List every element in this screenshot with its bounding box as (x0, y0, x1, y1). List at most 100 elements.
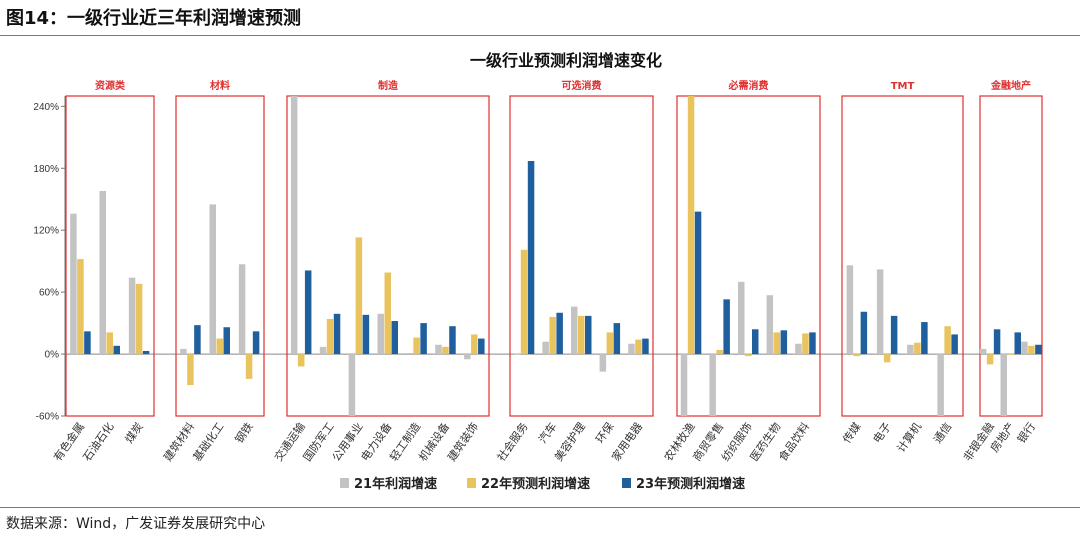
legend-swatch (467, 478, 476, 488)
bar (723, 299, 730, 355)
bar (883, 354, 891, 363)
group-box (676, 95, 821, 417)
industry-groups: 资源类 材料 制造 可选消费 必需消费 TMT 金融地产 (65, 79, 1043, 417)
legend-label: 22年预测利润增速 (481, 476, 590, 492)
bar (70, 213, 77, 355)
group-box (65, 95, 155, 417)
group-box (509, 95, 654, 417)
y-tick-label: 60% (39, 288, 59, 299)
category-label: 电子 (871, 420, 894, 445)
bar (194, 325, 201, 355)
bar (1014, 332, 1021, 355)
bar (216, 338, 223, 355)
bar (876, 269, 884, 355)
bar (413, 337, 420, 355)
category-label: 计算机 (894, 420, 924, 455)
y-tick-label: 120% (33, 226, 59, 237)
bar (993, 329, 1001, 355)
group-label: 材料 (210, 79, 230, 92)
bar (513, 354, 521, 355)
legend: 21年利润增速 22年预测利润增速 23年预测利润增速 (340, 476, 745, 492)
group-box (286, 95, 490, 417)
bar (802, 333, 809, 355)
bar-chart: 一级行业预测利润增速变化 240% 180% 120% 60% 0% -60% 资源类 材料… (33, 51, 1043, 492)
y-tick-label: 240% (33, 102, 59, 113)
bar (1035, 344, 1042, 355)
bar (738, 281, 745, 355)
bar (245, 354, 253, 379)
bar (937, 354, 944, 416)
bar (527, 161, 535, 355)
y-axis: 240% 180% 120% 60% 0% -60% (33, 96, 1042, 423)
bar (391, 321, 398, 355)
bar (780, 330, 788, 355)
bar (921, 322, 928, 355)
bar (795, 343, 802, 355)
bar (680, 354, 688, 416)
group-label: 金融地产 (990, 79, 1031, 92)
category-label: 社会服务 (494, 420, 531, 464)
bar (860, 311, 868, 355)
bar (442, 346, 449, 355)
bar (520, 249, 528, 355)
bar (304, 270, 312, 355)
bar (542, 341, 549, 355)
category-label: 通信 (931, 420, 954, 445)
bar (209, 204, 216, 355)
bar (297, 354, 305, 367)
bar (128, 277, 136, 355)
bar (853, 354, 861, 357)
bar (809, 332, 816, 355)
bars (70, 96, 1042, 416)
group-box (175, 95, 265, 417)
bar (290, 96, 298, 355)
bar (687, 96, 695, 355)
bottom-divider (0, 507, 1080, 508)
bar (333, 313, 341, 355)
legend-swatch (622, 478, 631, 488)
bar (113, 345, 120, 355)
source-note: 数据来源：Wind，广发证券发展研究中心 (6, 516, 266, 532)
y-tick-label: -60% (36, 412, 59, 423)
bar (578, 315, 585, 355)
bar (745, 354, 752, 357)
bar (709, 354, 716, 416)
bar (99, 190, 106, 355)
bar (907, 344, 914, 355)
bar (223, 327, 230, 355)
bar (348, 354, 356, 416)
top-divider (0, 35, 1080, 36)
chart-title: 一级行业预测利润增速变化 (470, 51, 662, 70)
group-label: 资源类 (95, 79, 125, 92)
bar (377, 313, 384, 355)
bar (613, 323, 621, 355)
category-label: 汽车 (535, 420, 559, 446)
figure-title: 图14：一级行业近三年利润增速预测 (6, 8, 302, 29)
bar (642, 338, 649, 355)
bar (846, 265, 854, 355)
bar (187, 354, 194, 386)
bar (549, 316, 556, 355)
bar (773, 332, 781, 355)
bar (180, 348, 187, 355)
bar (326, 318, 334, 355)
bar (752, 329, 759, 355)
bar (319, 346, 327, 355)
bar (635, 339, 642, 355)
bar (1000, 354, 1007, 416)
group-label: TMT (891, 81, 915, 92)
bar (951, 334, 958, 355)
group-label: 制造 (378, 79, 399, 92)
bar (571, 306, 578, 355)
legend-swatch (340, 478, 349, 488)
group-label: 必需消费 (728, 79, 769, 92)
bar (986, 354, 994, 365)
bar (694, 211, 702, 355)
y-tick-label: 180% (33, 164, 59, 175)
bar (420, 323, 427, 355)
category-label: 环保 (592, 420, 616, 446)
bar (84, 331, 91, 355)
category-label: 石油石化 (80, 420, 117, 464)
bar (979, 348, 987, 355)
